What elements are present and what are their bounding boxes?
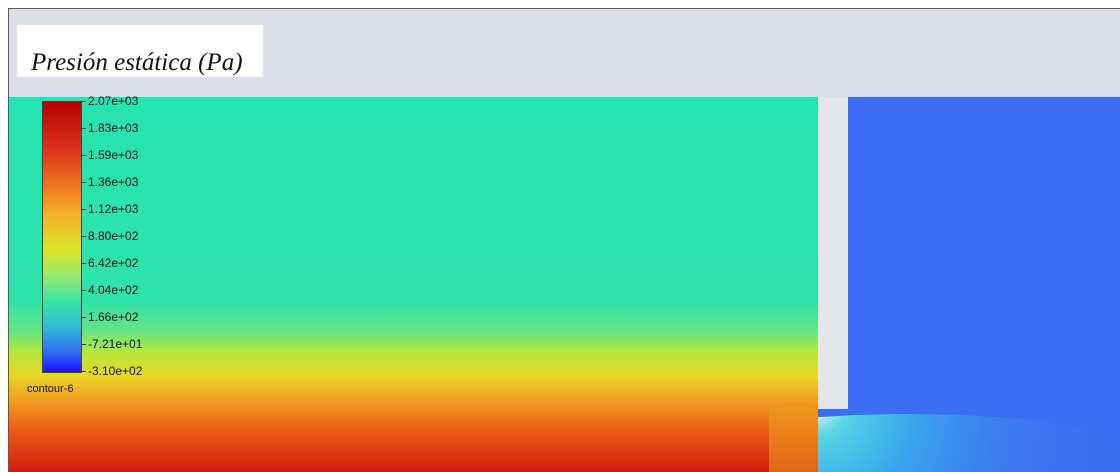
colorbar-tick-label: 1.66e+02 xyxy=(88,310,139,324)
colorbar-tick xyxy=(81,236,86,237)
colorbar-tick-label: 1.36e+03 xyxy=(88,175,139,189)
colorbar-tick-label: 1.12e+03 xyxy=(88,202,139,216)
colorbar xyxy=(42,101,82,373)
colorbar-tick xyxy=(81,182,86,183)
colorbar-tick-label: 2.07e+03 xyxy=(88,94,139,108)
colorbar-tick xyxy=(81,155,86,156)
colorbar-tick-label: 8.80e+02 xyxy=(88,229,139,243)
colorbar-tick xyxy=(81,263,86,264)
contour-plot-frame: Presión estática (Pa) 2.07e+03 1.83e+03 1.… xyxy=(8,8,1120,472)
title-box: Presión estática (Pa) xyxy=(17,25,263,77)
colorbar-tick-label: 1.83e+03 xyxy=(88,121,139,135)
colorbar-tick xyxy=(81,101,86,102)
colorbar-tick-label: 4.04e+02 xyxy=(88,283,139,297)
colorbar-tick xyxy=(81,128,86,129)
colorbar-tick-label: -3.10e+02 xyxy=(88,364,143,378)
upstream-region xyxy=(9,97,818,472)
colorbar-tick xyxy=(81,209,86,210)
baffle-wall xyxy=(818,97,848,409)
colorbar-tick xyxy=(81,371,86,372)
colorbar-tick xyxy=(81,317,86,318)
colorbar-tick-label: -7.21e+01 xyxy=(88,337,143,351)
pressure-transition xyxy=(769,406,818,472)
colorbar-tick-label: 6.42e+02 xyxy=(88,256,139,270)
plot-title: Presión estática (Pa) xyxy=(31,49,243,76)
colorbar-tick-label: 1.59e+03 xyxy=(88,148,139,162)
colorbar-name: contour-6 xyxy=(27,383,74,395)
colorbar-tick xyxy=(81,344,86,345)
pressure-contour-field xyxy=(9,97,1120,472)
colorbar-tick xyxy=(81,290,86,291)
